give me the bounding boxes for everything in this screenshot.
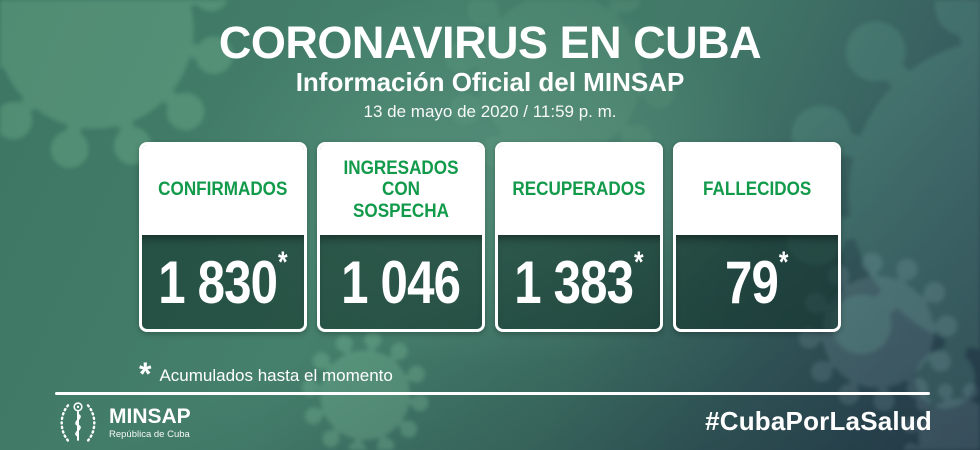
- card-header: CONFIRMADOS: [142, 145, 304, 235]
- card-label: CONFIRMADOS: [158, 179, 288, 201]
- stat-card-confirmados: CONFIRMADOS 1 830*: [139, 142, 307, 332]
- campaign-hashtag: #CubaPorLaSalud: [705, 406, 932, 436]
- card-body: 1 383*: [498, 235, 660, 329]
- asterisk-marker: *: [779, 246, 789, 280]
- card-value-group: 1 383*: [514, 246, 644, 317]
- stat-cards-row: CONFIRMADOS 1 830* INGRESADOS CON SOSPEC…: [0, 142, 980, 332]
- logo-subtitle: República de Cuba: [109, 429, 190, 440]
- stat-card-fallecidos: FALLECIDOS 79*: [673, 142, 841, 332]
- card-body: 79*: [676, 235, 838, 329]
- logo-name: MINSAP: [109, 405, 191, 428]
- footer-divider-line: [55, 392, 930, 395]
- stat-card-recuperados: RECUPERADOS 1 383*: [495, 142, 663, 332]
- minsap-logo: MINSAP República de Cuba: [55, 400, 191, 446]
- header: CORONAVIRUS EN CUBA Información Oficial …: [0, 20, 980, 122]
- card-value-group: 1 046: [341, 248, 461, 317]
- page-subtitle: Información Oficial del MINSAP: [295, 67, 685, 97]
- card-header: INGRESADOS CON SOSPECHA: [320, 145, 482, 235]
- card-value-group: 79*: [725, 246, 789, 317]
- card-label: INGRESADOS CON SOSPECHA: [343, 158, 459, 222]
- footnote: * Acumulados hasta el momento: [139, 358, 393, 390]
- report-datetime: 13 de mayo de 2020 / 11:59 p. m.: [363, 102, 617, 122]
- card-header: RECUPERADOS: [498, 145, 660, 235]
- stat-card-ingresados-con-sospecha: INGRESADOS CON SOSPECHA 1 046: [317, 142, 485, 332]
- footnote-text: Acumulados hasta el momento: [159, 366, 393, 385]
- card-value: 1 046: [341, 248, 461, 316]
- card-value-group: 1 830*: [158, 246, 288, 317]
- card-value: 1 830: [158, 248, 278, 316]
- card-label: FALLECIDOS: [702, 179, 812, 201]
- footnote-asterisk: *: [139, 356, 152, 392]
- page-title: CORONAVIRUS EN CUBA: [218, 17, 762, 68]
- card-body: 1 046: [320, 235, 482, 329]
- card-value: 1 383: [514, 248, 634, 316]
- logo-text: MINSAP República de Cuba: [109, 406, 191, 440]
- asterisk-marker: *: [634, 246, 644, 280]
- asterisk-marker: *: [278, 246, 288, 280]
- card-body: 1 830*: [142, 235, 304, 329]
- card-value: 79: [725, 248, 779, 316]
- card-header: FALLECIDOS: [676, 145, 838, 235]
- minsap-emblem-icon: [60, 402, 96, 442]
- card-label: RECUPERADOS: [512, 179, 646, 201]
